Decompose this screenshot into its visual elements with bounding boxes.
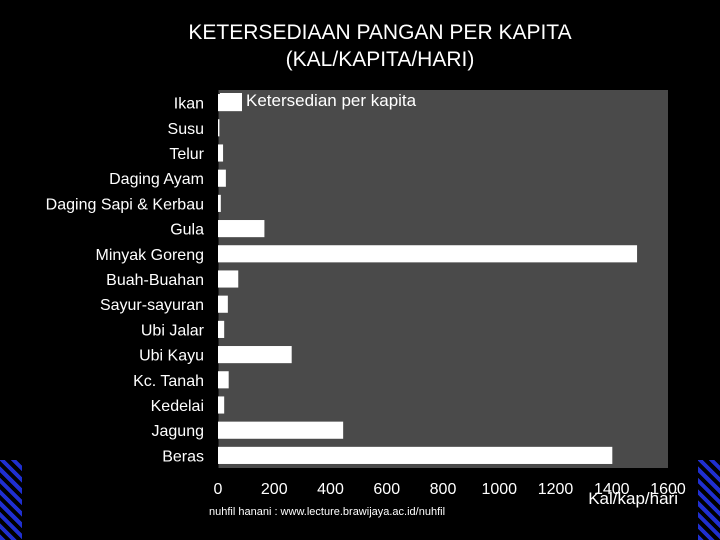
x-tick-label: 1200	[538, 481, 574, 498]
category-label: Daging Sapi & Kerbau	[46, 196, 204, 213]
x-tick-label: 1600	[650, 481, 686, 498]
x-tick-label: 800	[430, 481, 457, 498]
x-tick-label: 1400	[594, 481, 630, 498]
category-label: Ubi Jalar	[141, 322, 205, 339]
bar-gula	[218, 220, 265, 238]
category-label: Susu	[168, 121, 204, 138]
bar-kc-tanah	[218, 371, 229, 389]
category-label: Beras	[162, 448, 204, 465]
x-tick-label: 0	[214, 481, 223, 498]
bar-ubi-jalar	[218, 320, 225, 338]
footer-credit: nuhfil hanani : www.lecture.brawijaya.ac…	[209, 506, 446, 518]
decorative-stripe-right	[698, 460, 720, 540]
bar-daging-sapi-kerbau	[218, 194, 221, 212]
category-label: Minyak Goreng	[96, 247, 205, 264]
legend-label: Ketersedian per kapita	[246, 91, 417, 110]
x-tick-label: 1000	[481, 481, 517, 498]
bar-beras	[218, 446, 613, 464]
chart-title-line1: KETERSEDIAAN PANGAN PER KAPITA	[188, 21, 572, 44]
bar-daging-ayam	[218, 169, 226, 187]
bar-jagung	[218, 421, 344, 439]
category-label: Daging Ayam	[109, 171, 204, 188]
bar-kedelai	[218, 396, 225, 414]
category-label: Ikan	[174, 96, 204, 113]
chart-title-line2: (KAL/KAPITA/HARI)	[285, 48, 475, 71]
plot-area	[218, 90, 668, 468]
bar-sayur-sayuran	[218, 295, 228, 313]
category-label: Gula	[170, 222, 204, 239]
x-axis-label: Kal/kap/hari	[588, 489, 678, 508]
legend-swatch	[220, 93, 242, 111]
bar-ubi-kayu	[218, 346, 292, 364]
x-tick-label: 200	[261, 481, 288, 498]
decorative-stripe-left	[0, 460, 22, 540]
bar-susu	[218, 119, 220, 137]
category-label: Telur	[169, 146, 204, 163]
category-label: Ubi Kayu	[139, 348, 204, 365]
x-tick-label: 600	[373, 481, 400, 498]
bar-minyak-goreng	[218, 245, 638, 263]
category-label: Jagung	[152, 423, 205, 440]
bar-buah-buahan	[218, 270, 239, 288]
x-tick-label: 400	[317, 481, 344, 498]
category-label: Buah-Buahan	[106, 272, 204, 289]
category-label: Sayur-sayuran	[100, 297, 204, 314]
category-label: Kc. Tanah	[133, 373, 204, 390]
bar-telur	[218, 144, 224, 162]
category-label: Kedelai	[151, 398, 204, 415]
